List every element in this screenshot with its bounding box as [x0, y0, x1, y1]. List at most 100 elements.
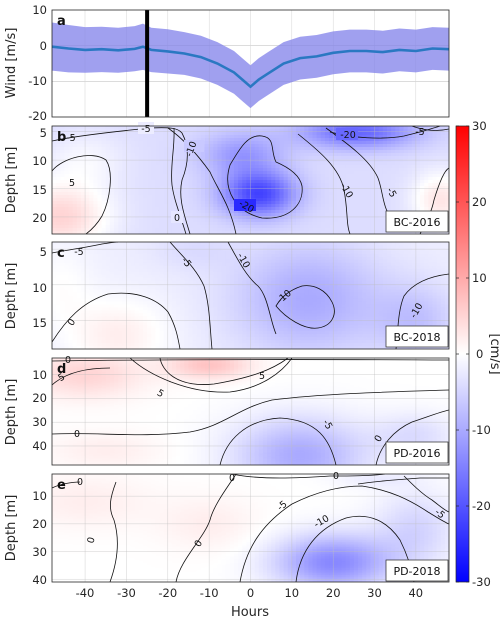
panel-a-ytick-3: -10: [28, 74, 47, 88]
heatmap-cell: [415, 256, 421, 261]
heatmap-cell: [316, 177, 322, 181]
heatmap-cell: [229, 174, 235, 178]
heatmap-cell: [151, 271, 156, 276]
heatmap-cell: [374, 222, 380, 226]
heatmap-cell: [382, 138, 388, 142]
heatmap-cell: [180, 256, 185, 261]
heatmap-cell: [304, 280, 309, 285]
heatmap-cell: [267, 222, 272, 226]
heatmap-cell: [341, 144, 347, 148]
heatmap-cell: [370, 201, 376, 205]
heatmap-cell: [440, 183, 446, 187]
heatmap-cell: [420, 129, 425, 133]
heatmap-cell: [221, 126, 227, 130]
heatmap-cell: [122, 159, 128, 163]
heatmap-cell: [436, 271, 442, 276]
heatmap-cell: [130, 144, 136, 148]
heatmap-cell: [213, 286, 219, 291]
heatmap-cell: [138, 219, 144, 223]
heatmap-cell: [238, 274, 243, 279]
heatmap-cell: [134, 283, 140, 288]
heatmap-cell: [126, 195, 132, 199]
heatmap-cell: [101, 198, 107, 202]
heatmap-cell: [411, 195, 417, 199]
heatmap-cell: [238, 141, 243, 145]
heatmap-cell: [192, 262, 198, 267]
heatmap-cell: [72, 231, 78, 234]
heatmap-cell: [358, 198, 363, 202]
heatmap-cell: [205, 162, 210, 166]
heatmap-cell: [271, 271, 276, 276]
heatmap-cell: [155, 283, 161, 288]
heatmap-cell: [80, 150, 86, 154]
heatmap-cell: [291, 153, 297, 157]
heatmap-cell: [304, 216, 309, 220]
heatmap-cell: [353, 126, 359, 130]
heatmap-cell: [345, 192, 351, 196]
heatmap-cell: [283, 262, 289, 267]
heatmap-cell: [171, 228, 177, 232]
heatmap-cell: [382, 159, 388, 163]
heatmap-cell: [283, 280, 289, 285]
heatmap-cell: [72, 247, 78, 252]
heatmap-cell: [275, 186, 281, 190]
heatmap-cell: [126, 219, 132, 223]
heatmap-cell: [122, 274, 128, 279]
heatmap-cell: [428, 277, 434, 282]
heatmap-cell: [200, 180, 206, 184]
heatmap-cell: [126, 165, 132, 169]
heatmap-cell: [279, 180, 285, 184]
heatmap-cell: [109, 186, 115, 190]
heatmap-cell: [411, 156, 417, 160]
heatmap-cell: [184, 156, 190, 160]
heatmap-cell: [217, 144, 223, 148]
heatmap-cell: [312, 262, 318, 267]
heatmap-cell: [200, 204, 206, 208]
heatmap-cell: [254, 216, 260, 220]
heatmap-cell: [89, 247, 94, 252]
heatmap-cell: [403, 180, 409, 184]
heatmap-cell: [105, 192, 111, 196]
heatmap-cell: [420, 274, 425, 279]
heatmap-cell: [238, 174, 243, 178]
heatmap-cell: [138, 201, 144, 205]
heatmap-cell: [167, 132, 173, 136]
heatmap-cell: [345, 198, 351, 202]
heatmap-cell: [118, 135, 123, 139]
heatmap-cell: [386, 138, 392, 142]
heatmap-cell: [60, 280, 66, 285]
heatmap-cell: [295, 216, 301, 220]
heatmap-cell: [80, 242, 86, 246]
heatmap-cell: [374, 180, 380, 184]
heatmap-cell: [109, 244, 115, 249]
heatmap-cell: [85, 198, 90, 202]
heatmap-cell: [142, 265, 148, 270]
heatmap-cell: [254, 183, 260, 187]
heatmap-cell: [358, 174, 363, 178]
heatmap-cell: [85, 259, 90, 264]
heatmap-cell: [105, 280, 111, 285]
heatmap-cell: [250, 153, 256, 157]
heatmap-cell: [275, 183, 281, 187]
heatmap-cell: [320, 247, 326, 252]
heatmap-cell: [395, 174, 400, 178]
heatmap-cell: [142, 268, 148, 273]
heatmap-cell: [254, 147, 260, 151]
heatmap-cell: [420, 126, 425, 130]
heatmap-cell: [134, 262, 140, 267]
heatmap-cell: [316, 168, 322, 172]
heatmap-cell: [217, 204, 223, 208]
heatmap-cell: [167, 262, 173, 267]
heatmap-cell: [308, 210, 314, 214]
heatmap-cell: [246, 195, 252, 199]
heatmap-cell: [329, 168, 334, 172]
heatmap-cell: [126, 171, 132, 175]
heatmap-cell: [287, 183, 293, 187]
heatmap-cell: [411, 256, 417, 261]
heatmap-cell: [159, 268, 165, 273]
heatmap-cell: [271, 171, 276, 175]
heatmap-cell: [246, 165, 252, 169]
heatmap-cell: [109, 253, 115, 258]
heatmap-cell: [358, 253, 363, 258]
heatmap-cell: [428, 242, 434, 246]
